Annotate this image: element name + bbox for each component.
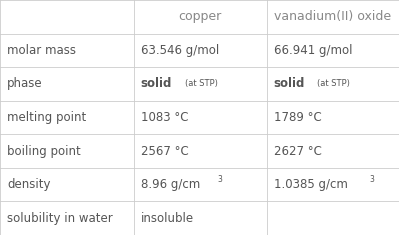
Text: 1789 °C: 1789 °C xyxy=(274,111,322,124)
Text: solid: solid xyxy=(274,77,305,90)
Text: boiling point: boiling point xyxy=(7,145,81,158)
Text: 1083 °C: 1083 °C xyxy=(141,111,188,124)
Text: 63.546 g/mol: 63.546 g/mol xyxy=(141,44,219,57)
Text: 3: 3 xyxy=(369,175,374,184)
Text: (at STP): (at STP) xyxy=(317,79,350,88)
Text: insoluble: insoluble xyxy=(141,212,194,225)
Text: 66.941 g/mol: 66.941 g/mol xyxy=(274,44,352,57)
Text: 3: 3 xyxy=(217,175,222,184)
Text: melting point: melting point xyxy=(7,111,87,124)
Text: (at STP): (at STP) xyxy=(184,79,217,88)
Text: 2627 °C: 2627 °C xyxy=(274,145,322,158)
Text: molar mass: molar mass xyxy=(7,44,76,57)
Text: density: density xyxy=(7,178,51,191)
Text: phase: phase xyxy=(7,77,43,90)
Text: copper: copper xyxy=(178,10,222,23)
Text: solid: solid xyxy=(141,77,172,90)
Text: 2567 °C: 2567 °C xyxy=(141,145,189,158)
Text: solubility in water: solubility in water xyxy=(7,212,113,225)
Text: 8.96 g/cm: 8.96 g/cm xyxy=(141,178,200,191)
Text: 1.0385 g/cm: 1.0385 g/cm xyxy=(274,178,348,191)
Text: vanadium(II) oxide: vanadium(II) oxide xyxy=(274,10,391,23)
